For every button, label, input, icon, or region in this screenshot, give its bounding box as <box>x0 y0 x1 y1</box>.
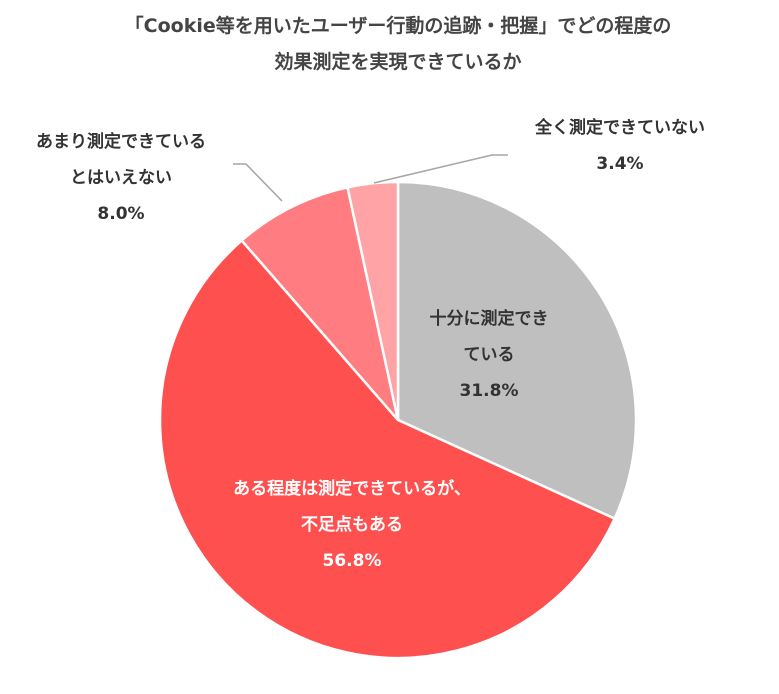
pie-slice-fully-measured <box>396 180 638 521</box>
slice-label-fully-measured-line-2: ている <box>464 345 515 365</box>
chart-title-line-1: 「Cookie等を用いたユーザー行動の追跡・把握」でどの程度の <box>125 14 672 37</box>
pie-slice-not-measured <box>346 180 400 421</box>
slice-label-fully-measured-line-1: 十分に測定でき <box>430 308 549 329</box>
slice-label-barely-measured-line-1: あまり測定できている <box>36 131 206 152</box>
value-label-not-measured: 3.4% <box>596 154 643 174</box>
value-label-barely-measured: 8.0% <box>97 204 144 224</box>
slice-label-not-measured-line-1: 全く測定できていない <box>534 117 705 138</box>
slice-label-partially-measured-line-2: 不足点もある <box>301 514 403 535</box>
leader-lines <box>233 154 508 202</box>
chart-title-line-2: 効果測定を実現できているか <box>274 50 521 73</box>
slice-label-partially-measured-line-1: ある程度は測定できているが、 <box>233 478 471 499</box>
slice-label-barely-measured-line-2: とはいえない <box>70 168 172 188</box>
leader-line-barely-measured <box>233 163 283 202</box>
leader-line-not-measured <box>373 154 508 184</box>
value-label-partially-measured: 56.8% <box>323 551 382 571</box>
pie-slices <box>158 180 638 660</box>
pie-slice-partially-measured <box>158 238 617 660</box>
value-label-fully-measured: 31.8% <box>460 381 519 401</box>
